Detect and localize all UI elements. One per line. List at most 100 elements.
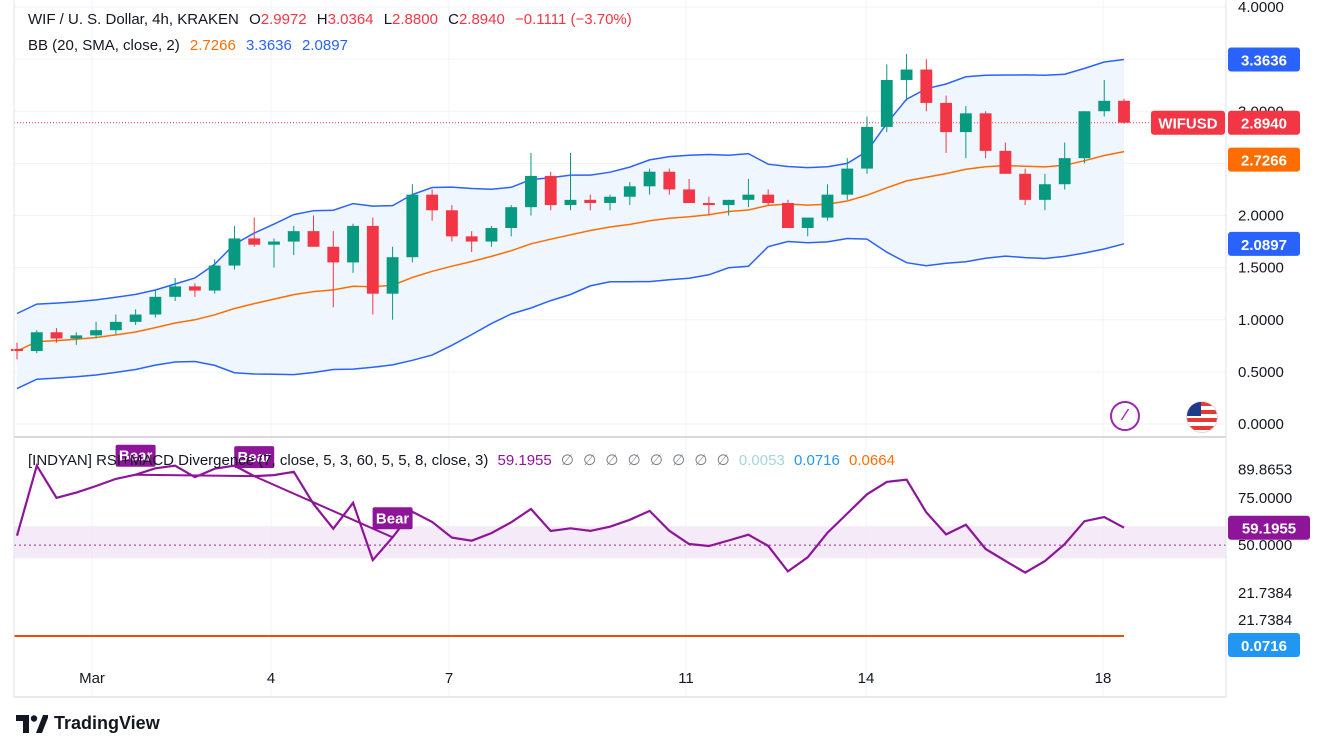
candle — [821, 184, 834, 221]
candle-body — [683, 189, 696, 203]
ohlc-low: L2.8800 — [384, 11, 438, 28]
ohlc-high: H3.0364 — [317, 11, 374, 28]
legend-bb-row[interactable]: BB (20, SMA, close, 2) 2.7266 3.3636 2.0… — [28, 37, 354, 54]
tradingview-footer[interactable]: TradingView — [16, 713, 160, 734]
legend-symbol-row[interactable]: WIF / U. S. Dollar, 4h, KRAKEN O2.9972 H… — [28, 11, 638, 28]
candle-body — [999, 150, 1012, 174]
upper-band-badge: 3.3636 — [1228, 47, 1300, 72]
candle-body — [801, 217, 814, 229]
bear-signal-box — [234, 446, 275, 469]
placeholder-4: ∅ — [649, 452, 663, 469]
candle — [525, 152, 537, 216]
candle — [841, 158, 854, 200]
rsi-value-badge: 59.1955 — [1228, 515, 1310, 540]
candle — [1019, 168, 1032, 206]
candle — [683, 179, 696, 203]
candle-body — [248, 238, 261, 245]
candle — [920, 59, 933, 112]
high-label: H — [316, 11, 328, 28]
change-value: −0.1111 (−3.70%) — [515, 11, 632, 28]
candle-body — [268, 241, 280, 245]
axis-badges: 3.3636 WIFUSD 2.8940 2.7266 2.0897 59.1955 0.0… — [1151, 47, 1310, 657]
low-value: 2.8800 — [392, 11, 438, 28]
bb-label: BB (20, SMA, close, 2) — [28, 37, 180, 54]
symbol-badge-text: WIFUSD — [1158, 116, 1217, 133]
candle-body — [1118, 100, 1130, 123]
candle-body — [327, 246, 340, 263]
time-tick-label: Mar — [79, 670, 105, 687]
candle — [1118, 98, 1130, 124]
candle-body — [623, 186, 636, 197]
candle — [959, 106, 972, 159]
lower-band-badge-text: 2.0897 — [1241, 237, 1287, 254]
bollinger-band-fill — [17, 59, 1124, 389]
bear-signal-label: Bear — [234, 446, 275, 469]
placeholder-5: ∅ — [672, 452, 686, 469]
candle-body — [762, 194, 775, 203]
price-tick-label: 2.0000 — [1238, 208, 1284, 225]
bollinger-basis-line — [16, 150, 1125, 352]
candle-body — [920, 69, 933, 103]
indicator-value-2: 0.0716 — [793, 452, 840, 469]
candle — [544, 171, 557, 211]
indicator-value-3: 0.0664 — [849, 452, 895, 469]
close-label: C — [448, 11, 459, 28]
price-tick-label: 1.0000 — [1238, 312, 1284, 329]
signal-labels: Bear Bear Bear — [115, 444, 413, 530]
rsi-tick-label: 89.8653 — [1238, 462, 1292, 479]
candle — [109, 314, 122, 335]
candle-body — [900, 69, 913, 80]
candle — [70, 332, 83, 345]
candle-body — [1019, 173, 1032, 200]
candle — [406, 184, 419, 263]
lower-band-badge: 2.0897 — [1228, 231, 1300, 256]
candle-body — [525, 175, 537, 208]
candle — [900, 53, 913, 101]
candle-body — [70, 335, 83, 339]
candle-body — [90, 330, 103, 336]
flag-us-icon[interactable] — [1186, 401, 1218, 433]
candle-body — [347, 225, 359, 263]
candle — [1038, 173, 1051, 211]
bear-signal-label: Bear — [372, 507, 413, 530]
indicator-legend-row[interactable]: [INDYAN] RSI+MACD Divergence (7, close, … — [28, 451, 900, 469]
candle — [861, 116, 873, 174]
candle — [979, 111, 992, 159]
time-tick-label: 7 — [445, 670, 453, 687]
candle — [149, 290, 162, 318]
bb-lower-value: 2.0897 — [302, 37, 348, 54]
rsi-tick-label: 21.7384 — [1238, 585, 1292, 602]
candle-body — [722, 199, 735, 206]
candle-body — [841, 168, 854, 195]
macd-value-badge-bg — [1228, 633, 1300, 657]
lightning-icon[interactable]: ⁄ — [1110, 401, 1140, 431]
candle — [327, 231, 340, 308]
candle — [248, 217, 261, 247]
candle — [940, 95, 953, 153]
close-value: 2.8940 — [458, 11, 505, 28]
candle-body — [485, 228, 498, 242]
candle-body — [1078, 111, 1091, 159]
bb-basis-value: 2.7266 — [189, 37, 236, 54]
candle — [702, 196, 715, 216]
candle-body — [979, 113, 992, 151]
symbol-badge: WIFUSD — [1151, 110, 1225, 135]
candle — [90, 321, 103, 339]
candle-body — [426, 194, 439, 211]
ohlc-close: C2.8940 — [448, 11, 505, 28]
candle-body — [1058, 158, 1071, 185]
candle-body — [50, 332, 63, 339]
low-label: L — [383, 11, 393, 28]
candle — [1098, 79, 1111, 117]
price-tick-label: 1.5000 — [1238, 260, 1284, 277]
indicator-title: [INDYAN] RSI+MACD Divergence (7, close, … — [28, 452, 489, 469]
candle — [999, 142, 1012, 174]
candle-body — [880, 79, 893, 127]
candle — [465, 231, 478, 252]
divergence-line — [135, 473, 255, 478]
candle — [505, 205, 518, 237]
placeholder-7: ∅ — [716, 452, 730, 469]
candle-body — [544, 175, 557, 206]
candle-body — [663, 171, 676, 190]
